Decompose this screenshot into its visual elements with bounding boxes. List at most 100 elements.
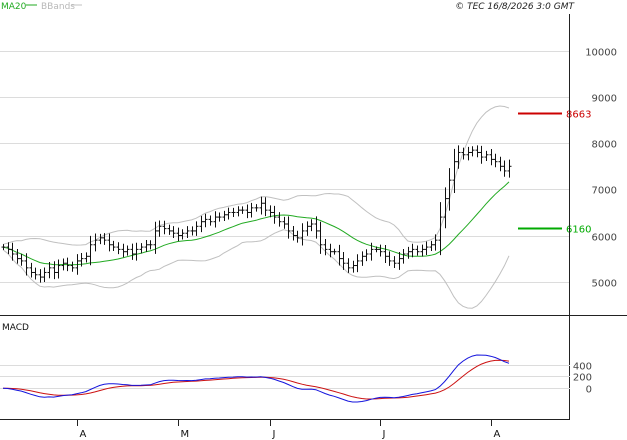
price-levels: 8663 6160 (518, 110, 591, 236)
price-bar (47, 262, 52, 279)
price-bar (213, 211, 218, 228)
price-bar (424, 241, 429, 255)
price-bar (167, 224, 172, 235)
price-grid (0, 51, 570, 283)
price-bar (15, 249, 20, 264)
price-bar (19, 253, 24, 266)
price-bar (180, 229, 185, 240)
price-bar (268, 205, 273, 218)
price-bar (157, 220, 162, 237)
price-bar (222, 210, 227, 222)
bbands-lower-line (2, 229, 510, 309)
price-bar (300, 223, 305, 246)
macd-panel-label: MACD (2, 323, 29, 333)
price-bar (245, 204, 250, 219)
price-bar (75, 254, 80, 275)
price-bar (282, 216, 287, 229)
price-y-tick-label: 9000 (592, 94, 617, 105)
level-label: 8663 (566, 110, 591, 121)
price-bar (121, 243, 126, 258)
price-bar (162, 220, 167, 235)
price-bar (10, 242, 15, 261)
price-bar (79, 253, 84, 267)
x-tick-label: A (494, 429, 501, 440)
macd-y-tick-label: 200 (573, 373, 592, 384)
price-bar (489, 148, 494, 166)
price-bar (420, 244, 425, 257)
price-bar (498, 156, 503, 172)
price-bar (272, 205, 277, 224)
price-y-tick-label: 7000 (592, 186, 617, 197)
price-bar (148, 240, 153, 250)
price-bar (438, 202, 443, 256)
copyright-label: © TEC 16/8/2026 3:0 GMT (455, 2, 575, 12)
price-bar (392, 256, 397, 269)
price-bar (341, 251, 346, 270)
price-bar (194, 221, 199, 236)
price-bar (125, 245, 130, 256)
price-bar (33, 267, 38, 280)
price-bar (65, 257, 70, 272)
price-bar (286, 216, 291, 239)
x-tick-label: J (382, 429, 386, 440)
price-bar (199, 215, 204, 233)
price-bar (493, 153, 498, 168)
ma20-line (2, 181, 510, 266)
price-bar (139, 243, 144, 254)
price-bar (134, 242, 139, 261)
price-bar (378, 244, 383, 257)
price-panel: 5000 6000 7000 8000 9000 10000 8663 6160 (0, 48, 617, 309)
price-bar (374, 246, 379, 253)
price-bar (475, 145, 480, 158)
price-bar (102, 233, 107, 245)
price-bar (42, 267, 47, 283)
price-bar (6, 242, 11, 255)
macd-y-tick-label: 400 (573, 362, 592, 373)
price-bar (107, 233, 112, 252)
price-bar (364, 249, 369, 262)
price-y-tick-label: 5000 (592, 279, 617, 290)
ma-legend-label: MA20 (1, 2, 27, 12)
price-bar (217, 212, 222, 222)
price-bar (447, 168, 452, 211)
price-bar (56, 259, 61, 279)
price-y-tick-label: 8000 (592, 140, 617, 151)
price-bar (88, 235, 93, 266)
price-bar (226, 207, 231, 220)
price-bar (397, 251, 402, 270)
price-bar (144, 239, 149, 252)
x-tick-label: J (272, 429, 276, 440)
price-bars (1, 145, 512, 283)
price-bar (410, 243, 415, 258)
price-bar (452, 148, 457, 194)
price-bar (470, 146, 475, 157)
price-bar (351, 260, 356, 273)
price-bar (29, 262, 34, 278)
price-bar (130, 243, 135, 260)
price-bar (433, 234, 438, 251)
price-bar (484, 150, 489, 162)
price-bar (346, 258, 351, 273)
price-bar (401, 249, 406, 264)
price-bar (314, 216, 319, 239)
price-bar (61, 258, 66, 271)
price-bar (176, 227, 181, 242)
price-bar (171, 226, 176, 239)
price-bar (1, 244, 6, 250)
price-bar (360, 251, 365, 266)
price-bar (295, 230, 300, 243)
price-bar (254, 204, 259, 212)
price-y-tick-label: 6000 (592, 233, 617, 244)
price-bar (355, 254, 360, 273)
price-bar (461, 147, 466, 160)
price-bar (98, 233, 103, 245)
price-bar (38, 269, 43, 283)
price-bar (249, 202, 254, 218)
price-bar (406, 246, 411, 259)
price-bar (323, 238, 328, 256)
price-bar (70, 261, 75, 272)
